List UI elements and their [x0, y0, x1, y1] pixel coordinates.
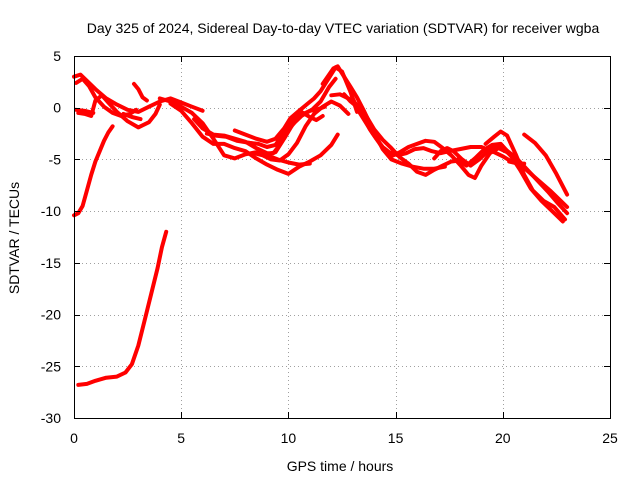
series-trace-mid-g: [265, 104, 327, 157]
x-tick-label: 25: [602, 430, 618, 446]
series-trace-mid-rise: [72, 124, 115, 218]
y-tick-label: -20: [41, 307, 61, 323]
series-trace-early-d: [74, 107, 96, 115]
ticks-layer: 0 5 10 15 20 25 5 0 -5 -10 -15 -20 -25 -30: [41, 48, 618, 446]
series-trace-late-e: [522, 132, 570, 197]
series-trace-late-a: [432, 142, 570, 216]
series-trace-peak-a: [320, 64, 447, 171]
y-tick-label: -5: [49, 151, 62, 167]
x-tick-label: 5: [177, 430, 185, 446]
series-trace-early-e: [132, 81, 149, 103]
series-trace-mid-f: [252, 99, 351, 163]
series-trace-early-f: [121, 111, 143, 122]
x-tick-label: 0: [70, 430, 78, 446]
y-tick-label: -10: [41, 203, 61, 219]
y-tick-label: -30: [41, 410, 61, 426]
series-layer: [72, 64, 570, 387]
x-tick-label: 15: [388, 430, 404, 446]
series-trace-late-d: [507, 159, 527, 166]
series-trace-mid-a: [157, 96, 312, 167]
y-tick-label: -25: [41, 358, 61, 374]
series-trace-low-rise: [76, 229, 169, 387]
series-trace-mid-d: [204, 109, 325, 149]
y-axis-label: SDTVAR / TECUs: [6, 182, 22, 294]
y-tick-label: 0: [53, 100, 61, 116]
y-tick-label: 5: [53, 48, 61, 64]
series-trace-mid-b: [168, 101, 340, 176]
y-tick-label: -15: [41, 255, 61, 271]
plot-frame: [74, 56, 611, 419]
x-axis-label: GPS time / hours: [287, 458, 394, 474]
chart-title: Day 325 of 2024, Sidereal Day-to-day VTE…: [87, 20, 600, 36]
x-tick-label: 10: [281, 430, 297, 446]
grid-layer: [74, 56, 610, 418]
series-trace-early-b: [76, 93, 162, 130]
x-tick-label: 20: [495, 430, 511, 446]
